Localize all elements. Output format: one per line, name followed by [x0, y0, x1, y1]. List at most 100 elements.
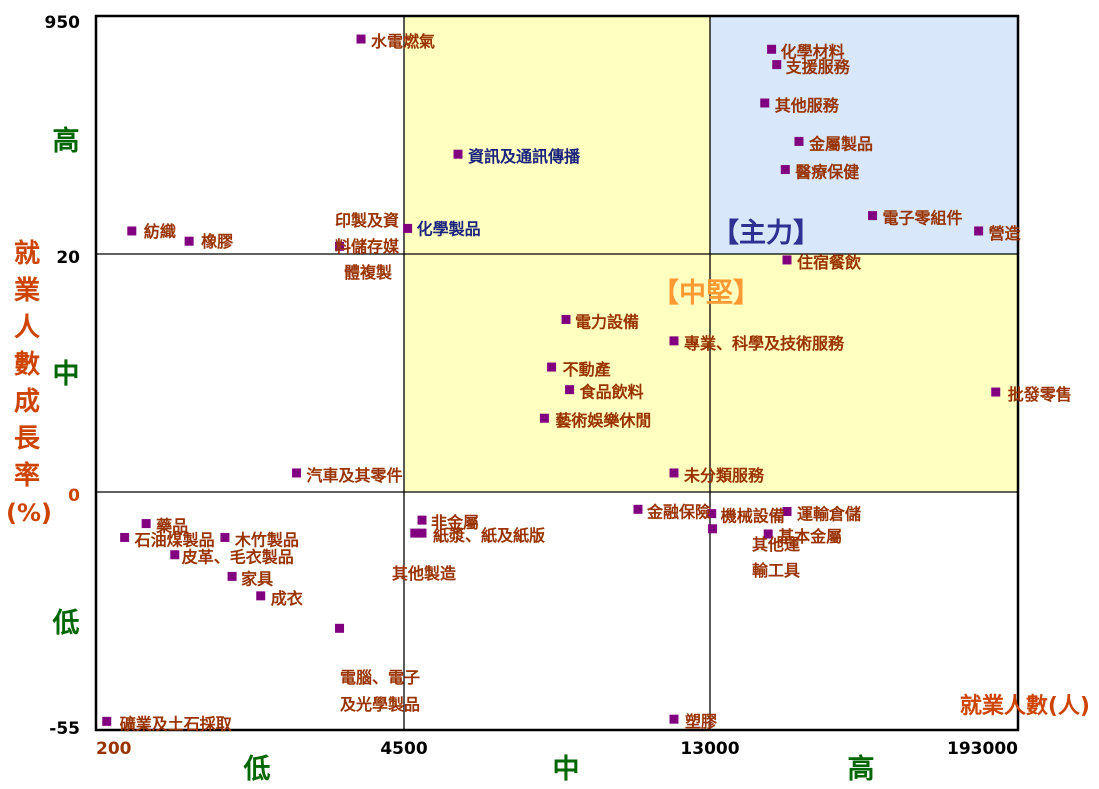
data-point-label: 資訊及通訊傳播 [468, 147, 581, 166]
data-point [772, 60, 782, 70]
data-point-label: 非金屬 [431, 513, 479, 532]
data-point [141, 519, 151, 529]
data-point-label: 家具 [241, 569, 273, 588]
y-axis-title-char: 成 [14, 387, 40, 417]
y-axis-title-unit: (%) [6, 499, 52, 527]
quadrant-mid-top-bg [404, 16, 710, 254]
y-axis-title-char: 就 [14, 239, 40, 269]
data-point [707, 509, 717, 519]
data-point-label: 水電燃氣 [371, 32, 435, 51]
data-point-label: 塑膠 [685, 712, 717, 731]
data-point [184, 236, 194, 246]
data-point-label: 化學材料 [781, 42, 845, 61]
data-point [170, 550, 180, 560]
y-band-label: 中 [53, 359, 80, 390]
data-point-label: 礦業及土石採取 [120, 714, 232, 733]
x-tick-label: 193000 [947, 739, 1018, 759]
data-point [782, 506, 792, 516]
y-band-label: 高 [53, 125, 80, 157]
data-point-label: 營造 [989, 224, 1022, 243]
x-band-label: 低 [243, 754, 271, 785]
data-point-label: 體複製 [344, 263, 392, 282]
data-point-label: 電力設備 [575, 312, 639, 331]
data-point-label: 不動產 [563, 360, 611, 379]
data-point [974, 226, 984, 236]
data-point-label: 橡膠 [201, 232, 233, 251]
data-point [539, 413, 549, 423]
data-point [453, 149, 463, 159]
x-band-label: 高 [848, 753, 875, 785]
data-point-label: 食品飲料 [579, 383, 644, 402]
x-tick-label: 13000 [680, 739, 739, 759]
data-point [868, 211, 878, 221]
data-point-label: 成衣 [271, 589, 303, 608]
data-point-label: 印製及資 [335, 211, 399, 230]
data-point-label: 未分類服務 [683, 466, 765, 485]
data-point [356, 34, 366, 44]
data-point-label: 及光學製品 [340, 695, 420, 714]
data-point [256, 591, 266, 601]
x-band-label: 中 [553, 754, 580, 785]
data-point-label: 石油煤製品 [134, 530, 215, 549]
data-point [335, 623, 345, 633]
data-point-label: 電子零組件 [883, 209, 963, 228]
data-point [708, 524, 718, 534]
data-point-label: 輸工具 [752, 561, 800, 580]
data-point-label: 其他運 [752, 535, 800, 554]
data-point [102, 716, 112, 726]
data-point [782, 255, 792, 265]
data-point-label: 汽車及其零件 [307, 466, 403, 485]
data-point-label: 支援服務 [785, 58, 851, 77]
data-point-label: 藥品 [155, 517, 188, 536]
data-point [780, 165, 790, 175]
data-point-label: 金融保險 [646, 502, 711, 521]
data-point [767, 44, 777, 54]
data-point [417, 515, 427, 525]
plot-border [94, 14, 1020, 732]
data-point [335, 241, 345, 251]
data-point [120, 532, 130, 542]
data-point [669, 468, 679, 478]
data-point-label: 基本金屬 [777, 527, 842, 546]
y-band-label: 低 [52, 608, 80, 639]
data-point-label: 住宿餐飲 [797, 253, 862, 272]
data-point-label: 其他服務 [775, 96, 840, 115]
data-point [410, 528, 420, 538]
data-point-label: 紡織 [144, 222, 176, 241]
data-point [633, 504, 643, 514]
data-point [760, 98, 770, 108]
quadrant-main-bg [710, 16, 1018, 254]
data-point [763, 529, 773, 539]
quadrant-label-mid: 【中堅】 [652, 278, 760, 309]
data-point [669, 336, 679, 346]
x-tick-label: 4500 [380, 739, 427, 759]
data-point-label: 批發零售 [1008, 385, 1072, 404]
y-axis-title-char: 長 [14, 424, 41, 454]
quadrant-label-main: 【主力】 [712, 218, 820, 249]
data-point-label: 專業、科學及技術服務 [684, 334, 845, 353]
data-point [565, 385, 575, 395]
data-point-label: 紙漿、紙及紙版 [433, 526, 545, 545]
data-point [669, 714, 679, 724]
y-tick-label: 20 [56, 248, 80, 268]
data-point [127, 226, 137, 236]
data-point [991, 387, 1001, 397]
data-point-label: 其他製造 [392, 564, 457, 583]
x-tick-label: 200 [96, 739, 132, 759]
y-axis-title-char: 人 [14, 313, 40, 343]
data-point-label: 皮革、毛衣製品 [181, 548, 294, 567]
data-point-label: 電腦、電子 [340, 668, 420, 687]
data-point [417, 528, 427, 538]
x-axis-title: 就業人數(人) [960, 693, 1090, 719]
data-point-label: 運輸倉儲 [797, 504, 861, 523]
data-point [220, 532, 230, 542]
y-axis-title-char: 數 [14, 350, 40, 380]
data-point-label: 金屬製品 [808, 134, 873, 153]
quadrant-mid-center-bg [404, 254, 1018, 492]
y-tick-label: 0 [68, 486, 80, 506]
data-point [794, 136, 804, 146]
